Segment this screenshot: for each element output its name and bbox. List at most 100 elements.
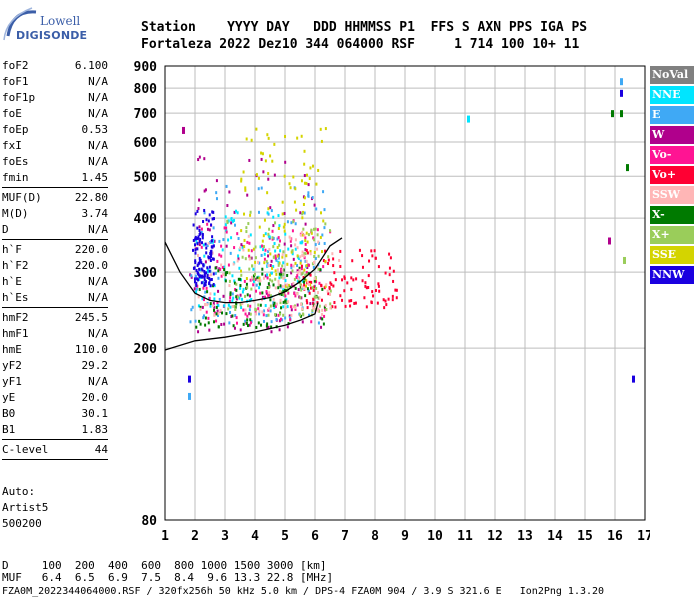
echo-point: [288, 182, 291, 186]
echo-point: [281, 200, 284, 204]
param-name: foEp: [2, 123, 29, 136]
echo-point: [280, 290, 283, 294]
echo-point: [320, 284, 323, 288]
echo-point: [190, 308, 193, 312]
echo-point: [209, 302, 212, 306]
echo-point: [322, 265, 325, 269]
echo-point: [273, 173, 276, 177]
echo-point: [266, 133, 269, 137]
echo-point: [284, 299, 287, 303]
echo-point: [278, 261, 281, 265]
echo-point: [198, 228, 201, 232]
echo-point: [206, 273, 209, 277]
echo-point: [267, 207, 270, 211]
echo-point: [259, 291, 262, 295]
echo-point: [231, 305, 234, 309]
echo-point: [246, 193, 249, 197]
param-row: hmE 110.0: [2, 342, 108, 358]
echo-point: [306, 173, 309, 177]
echo-point: [254, 245, 257, 249]
echo-point: [227, 263, 230, 267]
echo-point: [254, 308, 257, 312]
echo-point: [261, 244, 264, 248]
auto-label: Auto:: [2, 485, 36, 498]
echo-point: [327, 255, 330, 259]
echo-point: [261, 152, 264, 156]
echo-point: [277, 283, 280, 287]
echo-point: [238, 246, 241, 250]
echo-point: [242, 287, 245, 291]
echo-point: [283, 242, 286, 246]
echo-point: [305, 284, 308, 288]
echo-point: [220, 254, 223, 258]
echo-point: [299, 255, 302, 259]
echo-point: [299, 313, 302, 317]
echo-point: [233, 218, 236, 222]
echo-point: [235, 297, 238, 301]
echo-point: [282, 225, 285, 229]
echo-point: [263, 309, 266, 313]
echo-point: [310, 231, 313, 235]
echo-point: [327, 258, 330, 262]
echo-point: [361, 279, 364, 283]
echo-point: [217, 276, 220, 280]
echo-point: [333, 300, 336, 304]
echo-point: [220, 323, 223, 327]
param-name: yF1: [2, 375, 22, 388]
echo-point: [245, 282, 248, 286]
echo-point: [294, 294, 297, 298]
echo-point: [261, 267, 264, 271]
echo-point: [255, 283, 258, 287]
echo-point: [266, 261, 269, 265]
echo-point: [207, 257, 210, 261]
echo-point: [374, 288, 377, 292]
echo-point: [244, 319, 247, 323]
echo-point: [304, 252, 307, 256]
param-row: foF1p N/A: [2, 90, 108, 106]
echo-point: [229, 305, 232, 309]
param-row: foEs N/A: [2, 154, 108, 170]
echo-point: [206, 290, 209, 294]
echo-point: [363, 296, 366, 300]
param-value: N/A: [88, 275, 108, 288]
echo-point: [329, 281, 332, 285]
echo-point: [286, 273, 289, 277]
echo-point: [264, 295, 267, 299]
echo-point: [300, 241, 303, 245]
echo-point: [289, 305, 292, 309]
echo-point: [212, 210, 215, 214]
param-row: foF2 6.100: [2, 58, 108, 74]
echo-point: [299, 296, 302, 300]
echo-point: [373, 249, 376, 253]
echo-point: [277, 214, 280, 218]
echo-point: [353, 301, 356, 305]
echo-point: [200, 261, 203, 265]
echo-point: [368, 259, 371, 263]
param-value: N/A: [88, 75, 108, 88]
echo-point: [265, 259, 268, 263]
echo-point: [370, 249, 373, 253]
echo-point: [202, 264, 205, 268]
echo-point: [277, 236, 280, 240]
echo-point: [270, 209, 273, 213]
echo-point: [248, 267, 251, 271]
echo-point: [212, 217, 215, 221]
echo-point: [241, 297, 244, 301]
echo-point: [205, 251, 208, 255]
echo-point: [211, 240, 214, 244]
echo-point: [248, 158, 251, 162]
echo-point: [288, 314, 291, 318]
echo-point: [272, 301, 275, 305]
echo-point: [296, 269, 299, 273]
echo-point: [313, 250, 316, 254]
echo-point: [208, 213, 211, 217]
echo-point: [196, 209, 199, 213]
echo-point: [268, 227, 271, 231]
echo-point: [315, 207, 318, 211]
echo-point: [304, 294, 307, 298]
echo-point: [287, 283, 290, 287]
echo-point: [196, 253, 199, 257]
echo-point: [310, 280, 313, 284]
echo-point: [284, 305, 287, 309]
echo-point: [286, 305, 289, 309]
